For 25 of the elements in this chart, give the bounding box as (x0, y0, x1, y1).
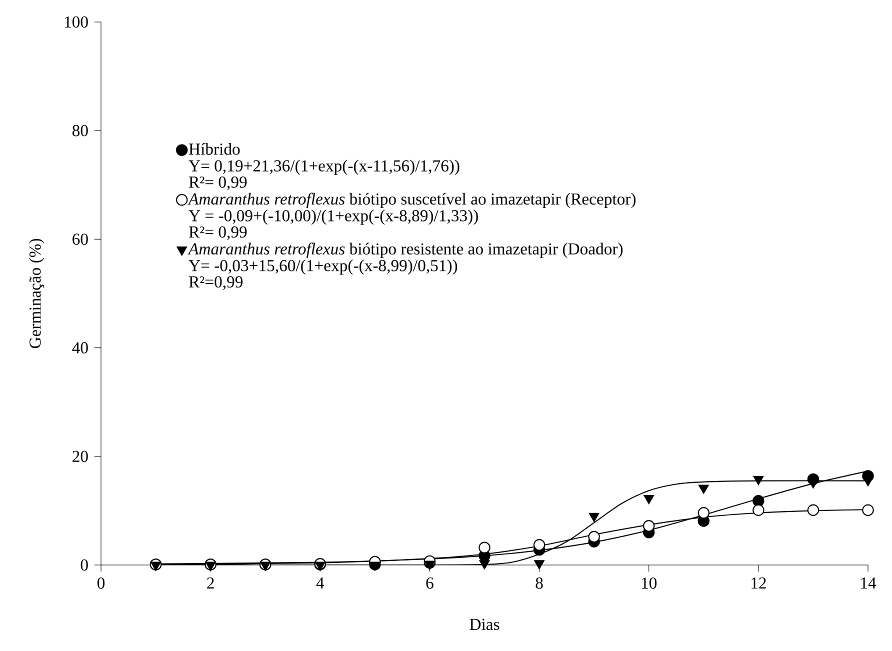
y-tick-label: 80 (72, 124, 88, 136)
legend-label: Amaranthus retroflexus biótipo resistente ao imazetapir (Doador) (188, 242, 623, 258)
y-tick-label: 20 (72, 450, 88, 462)
x-axis-title: Dias (470, 618, 500, 630)
y-tick-label: 100 (64, 16, 88, 28)
y-tick-label: 0 (80, 559, 88, 571)
legend-label: Amaranthus retroflexus biótipo suscetível ao imazetapir (Receptor) (188, 192, 636, 208)
x-tick-label: 2 (207, 577, 214, 589)
x-tick-label: 4 (316, 577, 324, 588)
y-tick-label: 60 (72, 234, 88, 245)
x-tick-label: 12 (752, 577, 766, 589)
x-tick-label: 10 (642, 577, 657, 589)
annotation: Y= 0,19+21,36/(1+exp(-(x-11,56)/1,76)) (188, 160, 460, 175)
annotation: R²=0,99 (189, 276, 243, 290)
annotation: R²= 0,99 (189, 176, 247, 190)
x-tick-label: 6 (426, 577, 434, 589)
x-tick-label: 0 (97, 577, 105, 589)
annotation: R²= 0,99 (189, 226, 247, 240)
legend-label: Híbrido (189, 143, 240, 155)
y-tick-label: 40 (72, 342, 88, 354)
x-tick-label: 14 (861, 577, 876, 588)
y-axis-title: Germinação (%) (29, 238, 44, 348)
annotation: Y = -0,09+(-10,00)/(1+exp(-(x-8,89)/1,33)) (188, 210, 478, 225)
annotation: Y= -0,03+15,60/(1+exp(-(x-8,99)/0,51)) (188, 260, 458, 275)
x-tick-label: 8 (536, 577, 543, 589)
